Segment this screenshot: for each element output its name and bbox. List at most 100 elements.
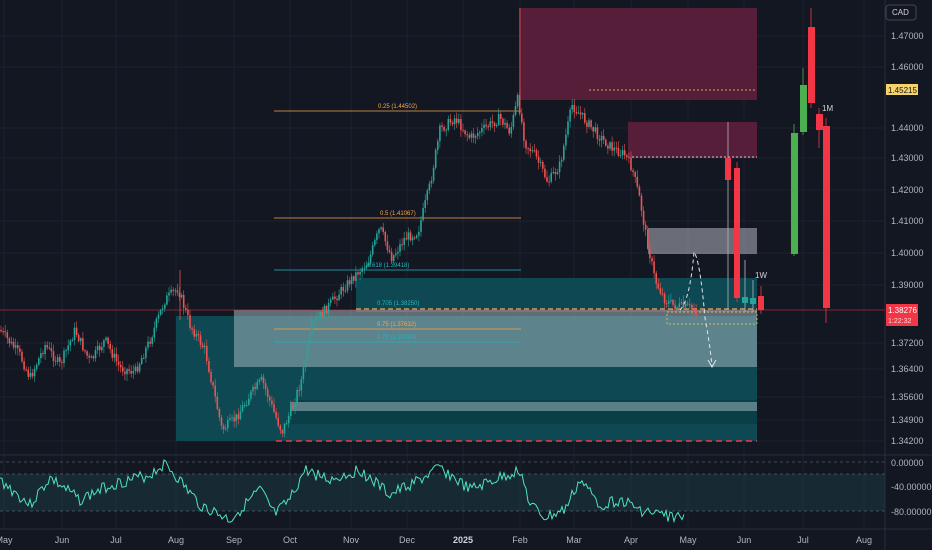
candle-body <box>10 341 13 344</box>
time-axis[interactable]: May Jun Jul Aug Sep Oct Nov Dec 2025 Feb Mar Apr May… <box>0 528 932 545</box>
candle-body <box>409 232 412 241</box>
weekly-candle <box>742 297 748 303</box>
candle-body <box>243 405 246 407</box>
candle-body <box>73 327 76 341</box>
candle-body <box>535 150 538 157</box>
candle-body <box>487 126 489 128</box>
candle-body <box>514 106 517 115</box>
candle-body <box>617 147 620 156</box>
candle-body <box>672 299 674 305</box>
candle-body <box>298 389 300 391</box>
fib-label-025: 0.25 (1.44502) <box>378 104 417 110</box>
candle-body <box>174 290 177 292</box>
candle-body <box>302 367 305 380</box>
candle-body <box>651 258 653 262</box>
candle-body <box>659 288 662 294</box>
price-tick-label: 1.42000 <box>891 185 924 195</box>
candle-body <box>344 290 347 292</box>
candle-body <box>413 237 416 239</box>
candle-body <box>552 172 555 174</box>
candle-body <box>254 386 256 389</box>
rsi-tick-labels: 0.00000 -40.00000 -80.00000 <box>891 458 932 517</box>
candle-body <box>447 119 450 130</box>
candle-body <box>678 303 681 308</box>
candle-body <box>172 289 174 291</box>
candle-body <box>642 210 645 225</box>
gray-zone <box>648 228 757 254</box>
price-tick-labels: 1.47000 1.46000 1.44000 1.43000 1.42000 1.410… <box>891 31 924 446</box>
candle-body <box>294 403 296 408</box>
candle-body <box>640 195 643 211</box>
candle-body <box>185 307 187 310</box>
candle-body <box>199 335 202 345</box>
candle-body <box>422 207 424 220</box>
price-axis[interactable]: 1.47000 1.46000 1.44000 1.43000 1.42000 1.410… <box>884 0 932 550</box>
candle-body <box>143 357 145 359</box>
currency-badge[interactable] <box>885 4 917 21</box>
candle-body <box>665 303 668 305</box>
candle-body <box>25 369 27 371</box>
candle-body <box>153 327 156 338</box>
candle-body <box>426 190 429 201</box>
candle-body <box>468 135 471 138</box>
monthly-candle <box>816 114 823 130</box>
candle-body <box>537 156 540 163</box>
candle-body <box>195 333 198 337</box>
candle-body <box>103 340 105 347</box>
price-tick-label: 1.36400 <box>891 364 924 374</box>
candle-body <box>544 168 546 178</box>
candle-body <box>117 361 120 365</box>
candle-body <box>602 135 605 140</box>
candle-body <box>346 280 349 291</box>
candle-body <box>453 118 456 125</box>
candle-body <box>674 304 676 310</box>
price-tick-label: 1.46000 <box>891 62 924 72</box>
candle-body <box>647 229 649 249</box>
candle-body <box>638 186 641 196</box>
candle-body <box>449 119 452 123</box>
weekly-timeframe-label: 1W <box>755 271 767 280</box>
price-tick-label: 1.40000 <box>891 248 924 258</box>
candle-body <box>416 235 418 238</box>
candle-body <box>363 268 366 270</box>
candle-body <box>556 172 559 174</box>
weekly-candle <box>734 168 740 298</box>
candle-body <box>98 345 101 351</box>
candle-body <box>682 302 685 308</box>
time-tick-label: Jul <box>797 535 809 545</box>
candle-body <box>111 349 114 358</box>
candle-body <box>277 417 279 426</box>
candle-body <box>533 150 536 152</box>
candle-body <box>632 170 634 173</box>
candle-body <box>161 308 164 311</box>
candle-body <box>613 147 615 151</box>
candle-body <box>35 364 38 369</box>
candle-body <box>483 124 485 128</box>
candle-body <box>19 348 21 352</box>
price-tick-label: 1.37200 <box>891 338 924 348</box>
candle-body <box>96 345 99 351</box>
candle-body <box>628 156 630 158</box>
candle-body <box>455 118 458 123</box>
fib-label-0705: 0.705 (1.38250) <box>377 301 419 307</box>
candle-body <box>40 353 42 359</box>
projection-arrow-icon <box>707 359 717 369</box>
candle-body <box>84 350 86 352</box>
candle-body <box>609 142 611 149</box>
candle-body <box>31 372 34 377</box>
candle-body <box>132 370 135 374</box>
candle-body <box>384 231 387 242</box>
candle-body <box>680 302 683 304</box>
price-tick-label: 1.34900 <box>891 415 924 425</box>
candle-body <box>392 255 395 262</box>
candle-body <box>334 296 336 299</box>
candle-body <box>636 176 639 187</box>
candle-body <box>178 292 181 298</box>
candle-body <box>182 294 185 308</box>
candle-body <box>657 283 660 289</box>
candle-body <box>94 350 97 359</box>
candle-body <box>405 238 408 240</box>
candle-body <box>462 130 464 132</box>
candle-body <box>180 294 183 298</box>
